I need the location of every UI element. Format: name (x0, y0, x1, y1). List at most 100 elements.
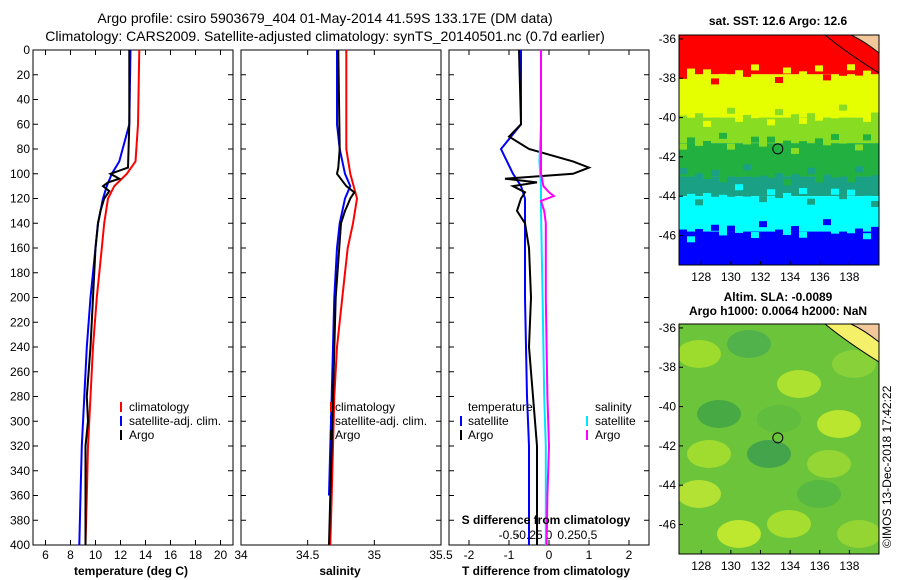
sst-map: 128 130 132 134 136 138 -36 -38 -40 -42 -44 -46 (659, 32, 880, 284)
sst-pixel (735, 115, 743, 122)
sst-pixel (679, 184, 687, 191)
sst-pixel (775, 109, 783, 116)
sst-pixel (767, 171, 775, 178)
sst-pixel (695, 199, 703, 206)
sst-pixel (767, 221, 775, 228)
diff-legend-t-satellite: satellite (468, 414, 509, 428)
sst-pixel (687, 193, 695, 200)
sst-pixel (783, 140, 791, 147)
temp-series-climatology (84, 50, 141, 545)
sst-pixel (783, 192, 791, 199)
sst-ytick-label: -36 (659, 32, 677, 46)
sst-pixel (855, 144, 863, 151)
sst-pixel (871, 226, 879, 233)
sla-xtick-label: 134 (780, 559, 800, 573)
sst-xtick-label: 130 (721, 270, 741, 284)
sst-pixel (679, 72, 687, 79)
sst-ytick-label: -40 (659, 111, 677, 125)
sst-pixel (823, 74, 831, 81)
diff-xtick-label: 2 (626, 548, 633, 562)
sla-map: 128 130 132 134 136 138 -36 -38 -40 -42 -44 -46 (659, 321, 880, 573)
title-line-2: Climatology: CARS2009. Satellite-adjuste… (45, 28, 605, 44)
sst-xtick-label: 138 (839, 270, 859, 284)
sst-pixel (727, 225, 735, 232)
sst-pixel (727, 143, 735, 150)
sla-blob (747, 440, 791, 468)
depth-tick-label: 380 (10, 513, 30, 527)
depth-tick-label: 260 (10, 365, 30, 379)
sst-pixel (711, 133, 719, 140)
sst-pixel (823, 189, 831, 196)
diff-xtick-label: 0 (546, 548, 553, 562)
depth-tick-label: 300 (10, 414, 30, 428)
sst-pixel (735, 146, 743, 153)
sst-pixel (847, 176, 855, 183)
sst-pixel (871, 112, 879, 119)
sst-pixel (799, 71, 807, 78)
sst-pixel (687, 137, 695, 144)
diff-legend-salinity-header: salinity (595, 400, 632, 414)
diff-series-s-argo (539, 50, 556, 545)
sst-pixel (703, 172, 711, 179)
sst-pixel (839, 231, 847, 238)
sst-pixel (839, 137, 847, 144)
sst-pixel (687, 111, 695, 118)
diff-s-xtick-label: 0.5 (581, 528, 598, 542)
sst-pixel (791, 66, 799, 73)
sst-pixel (767, 136, 775, 143)
sst-band (679, 35, 879, 75)
sst-pixel (847, 189, 855, 196)
sal-frame (240, 49, 442, 546)
sst-pixel (783, 179, 791, 186)
sst-pixel (759, 175, 767, 182)
sla-field (679, 324, 879, 554)
sst-pixel (743, 70, 751, 77)
sst-pixel (751, 112, 759, 119)
sla-blob (687, 440, 731, 468)
sst-pixel (783, 67, 791, 74)
sst-pixel (695, 173, 703, 180)
sla-xtick-label: 138 (839, 559, 859, 573)
temperature-xlabel: temperature (deg C) (74, 564, 188, 578)
sst-xtick-label: 132 (750, 270, 770, 284)
temp-frame (32, 49, 234, 546)
sst-pixel (775, 173, 783, 180)
sst-pixel (695, 113, 703, 120)
sst-pixel (735, 184, 743, 191)
depth-tick-label: 280 (10, 390, 30, 404)
sla-blob (697, 400, 741, 428)
sst-pixel (679, 229, 687, 236)
sst-pixel (807, 167, 815, 174)
sst-pixel (871, 200, 879, 207)
diff-legend-temperature-header: temperature (468, 400, 533, 414)
sst-pixel (703, 69, 711, 76)
sst-pixel (775, 132, 783, 139)
land-patch (850, 324, 879, 343)
sst-pixel (751, 136, 759, 143)
sla-ytick-label: -38 (659, 360, 677, 374)
sla-blob (832, 350, 876, 378)
sst-pixel (703, 220, 711, 227)
sst-pixel (855, 187, 863, 194)
sst-pixel (703, 140, 711, 147)
diff-t-xlabel: T difference from climatology (462, 564, 630, 578)
sla-blob (679, 480, 721, 508)
sst-ytick-label: -44 (659, 189, 677, 203)
sst-pixel (847, 147, 855, 154)
sla-blob (727, 330, 771, 358)
sst-pixel (871, 135, 879, 142)
sst-pixel (719, 176, 727, 183)
sst-pixel (791, 186, 799, 193)
sst-pixel (831, 112, 839, 119)
temp-xtick-label: 10 (89, 548, 103, 562)
temp-xtick-label: 18 (189, 548, 203, 562)
sst-pixel (719, 73, 727, 80)
diff-legend-s-argo: Argo (595, 428, 621, 442)
diff-s-xlabel: S difference from climatology (462, 513, 631, 527)
sst-pixel (799, 231, 807, 238)
sst-map-frame (678, 34, 880, 266)
sst-map-title: sat. SST: 12.6 Argo: 12.6 (709, 14, 848, 28)
sst-pixel (767, 119, 775, 126)
sla-blob (797, 480, 841, 508)
sst-pixel (727, 180, 735, 187)
